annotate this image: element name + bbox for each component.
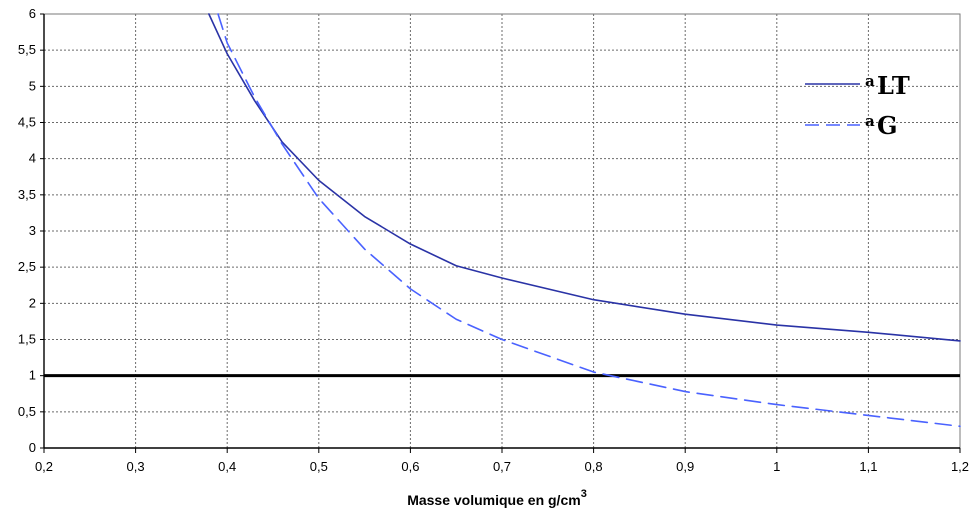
legend-layer: a LTa G	[805, 71, 910, 140]
y-tick-label: 5,5	[18, 42, 36, 57]
y-tick-label: 4	[29, 151, 36, 166]
x-tick-label: 0,5	[310, 459, 328, 474]
x-tick-label: 0,3	[127, 459, 145, 474]
x-tick-label: 0,2	[35, 459, 53, 474]
legend-label-lt: LT	[877, 71, 910, 100]
y-tick-label: 5	[29, 78, 36, 93]
x-tick-label: 0,4	[218, 459, 236, 474]
x-axis-title-text: Masse volumique en g/cm	[407, 492, 581, 508]
labels-layer: 0 0,5 1 1,5 2 2,5 3 3,5 4 4,5 5 5,5 6 0,2 0,3 0,4 0,5 0,6…	[18, 6, 969, 508]
y-tick-label: 1,5	[18, 332, 36, 347]
x-tick-label: 1,1	[859, 459, 877, 474]
grid-layer	[44, 14, 960, 448]
x-axis-title-superscript: 3	[581, 488, 587, 500]
y-tick-label: 3,5	[18, 187, 36, 202]
series-layer	[209, 14, 960, 426]
y-tick-label: 4,5	[18, 115, 36, 130]
series-line-lt	[209, 14, 960, 341]
axes-layer	[40, 14, 960, 453]
legend-label-g: G	[877, 111, 898, 140]
x-tick-label: 0,9	[676, 459, 694, 474]
x-tick-label: 0,6	[401, 459, 419, 474]
x-tick-label: 0,8	[585, 459, 603, 474]
legend-prefix-g: a	[865, 112, 875, 130]
x-tick-label: 1,2	[951, 459, 969, 474]
x-axis-title: Masse volumique en g/cm3	[407, 488, 587, 508]
y-tick-label: 1	[29, 368, 36, 383]
y-tick-label: 3	[29, 223, 36, 238]
y-tick-label: 0,5	[18, 404, 36, 419]
y-tick-label: 2	[29, 295, 36, 310]
y-tick-label: 6	[29, 6, 36, 21]
series-line-g	[218, 14, 960, 426]
x-tick-label: 0,7	[493, 459, 511, 474]
y-tick-label: 2,5	[18, 259, 36, 274]
legend-prefix-lt: a	[865, 72, 875, 90]
y-tick-label: 0	[29, 440, 36, 455]
x-tick-label: 1	[773, 459, 780, 474]
